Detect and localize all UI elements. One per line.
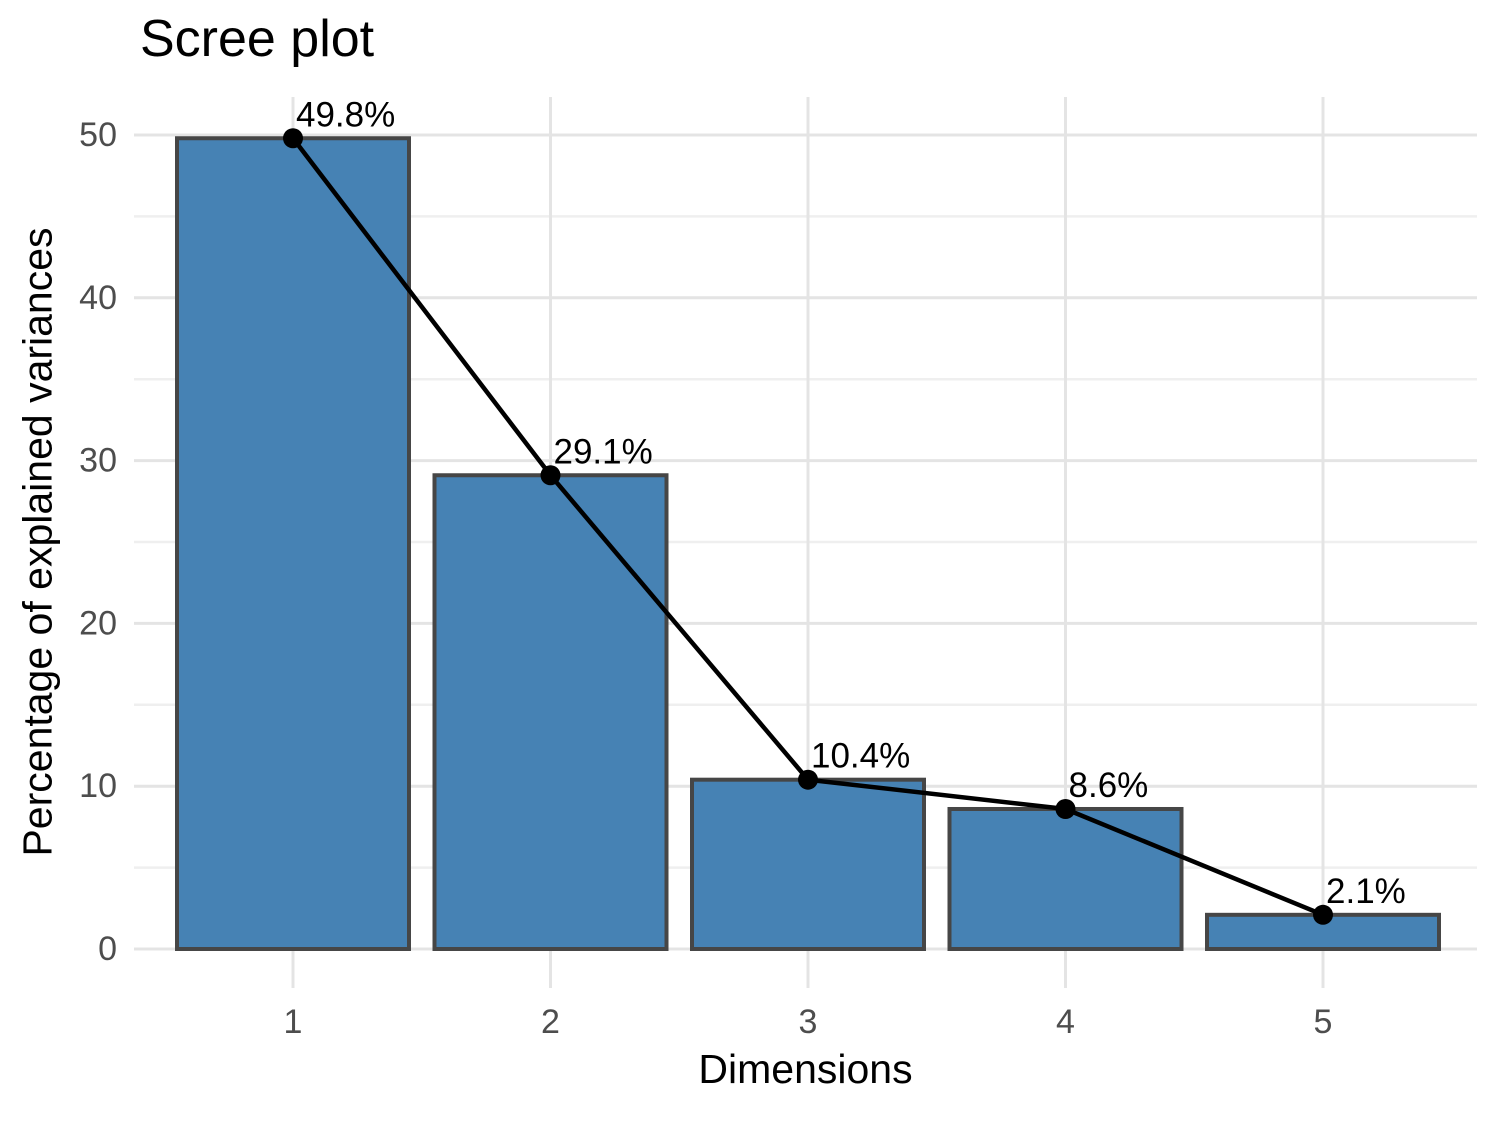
point-dimension-4 xyxy=(1055,798,1076,819)
y-tick-label-50: 50 xyxy=(79,116,117,154)
bar-dimension-1 xyxy=(175,136,411,952)
value-label-dimension-5: 2.1% xyxy=(1326,872,1406,911)
x-tick-label-1: 1 xyxy=(284,1003,303,1041)
value-label-dimension-3: 10.4% xyxy=(811,737,910,776)
y-tick-label-40: 40 xyxy=(79,279,117,317)
y-tick-label-30: 30 xyxy=(79,442,117,480)
value-label-dimension-1: 49.8% xyxy=(296,95,395,134)
point-dimension-5 xyxy=(1313,904,1333,925)
x-tick-label-3: 3 xyxy=(799,1003,818,1041)
y-axis-title: Percentage of explained variances xyxy=(14,227,61,857)
point-dimension-2 xyxy=(540,465,561,486)
value-label-dimension-2: 29.1% xyxy=(554,432,653,471)
bar-dimension-2 xyxy=(432,473,669,951)
point-dimension-1 xyxy=(283,128,303,149)
bar-dimension-3 xyxy=(690,777,926,951)
chart-title: Scree plot xyxy=(140,10,375,68)
bar-dimension-4 xyxy=(947,806,1184,951)
y-tick-label-10: 10 xyxy=(79,767,117,805)
value-label-dimension-4: 8.6% xyxy=(1069,766,1149,805)
x-tick-label-4: 4 xyxy=(1056,1003,1075,1041)
y-tick-label-0: 0 xyxy=(98,930,117,968)
x-tick-label-2: 2 xyxy=(541,1003,560,1041)
y-tick-label-20: 20 xyxy=(79,604,117,642)
x-tick-label-5: 5 xyxy=(1314,1003,1333,1041)
x-axis-title: Dimensions xyxy=(698,1046,913,1092)
point-dimension-3 xyxy=(798,769,818,790)
